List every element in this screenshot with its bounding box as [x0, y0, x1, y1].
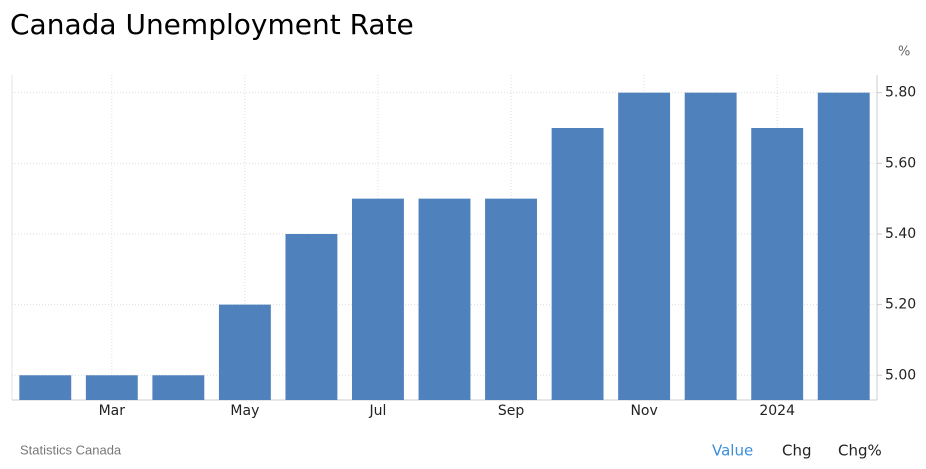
x-tick-label: Nov [630, 403, 657, 419]
x-tick-label: Mar [99, 403, 126, 419]
x-tick-label: May [230, 403, 259, 419]
x-tick-label: Sep [498, 403, 525, 419]
bar [418, 198, 471, 400]
bar [751, 127, 804, 400]
bar [551, 127, 604, 400]
bar [85, 375, 138, 400]
bar [618, 92, 671, 401]
bar [817, 92, 870, 401]
bar [352, 198, 404, 400]
bar [285, 233, 338, 400]
bar [19, 375, 72, 400]
chgpct-button[interactable]: Chg% [838, 442, 882, 460]
chart-title: Canada Unemployment Rate [10, 8, 414, 41]
y-tick-label: 5.00 [885, 367, 916, 383]
value-button[interactable]: Value [712, 442, 753, 460]
x-tick-label: Jul [369, 403, 387, 419]
unit-label: % [898, 45, 910, 60]
x-tick-label: 2024 [759, 403, 795, 419]
y-tick-label: 5.40 [885, 226, 916, 242]
chg-button[interactable]: Chg [782, 442, 812, 460]
bar [218, 304, 271, 400]
y-tick-label: 5.80 [885, 85, 916, 101]
y-tick-label: 5.60 [885, 155, 916, 171]
bar [485, 198, 537, 400]
bar [684, 92, 737, 401]
y-tick-label: 5.20 [885, 297, 916, 313]
bar [152, 375, 205, 400]
source: Statistics Canada [20, 442, 122, 457]
